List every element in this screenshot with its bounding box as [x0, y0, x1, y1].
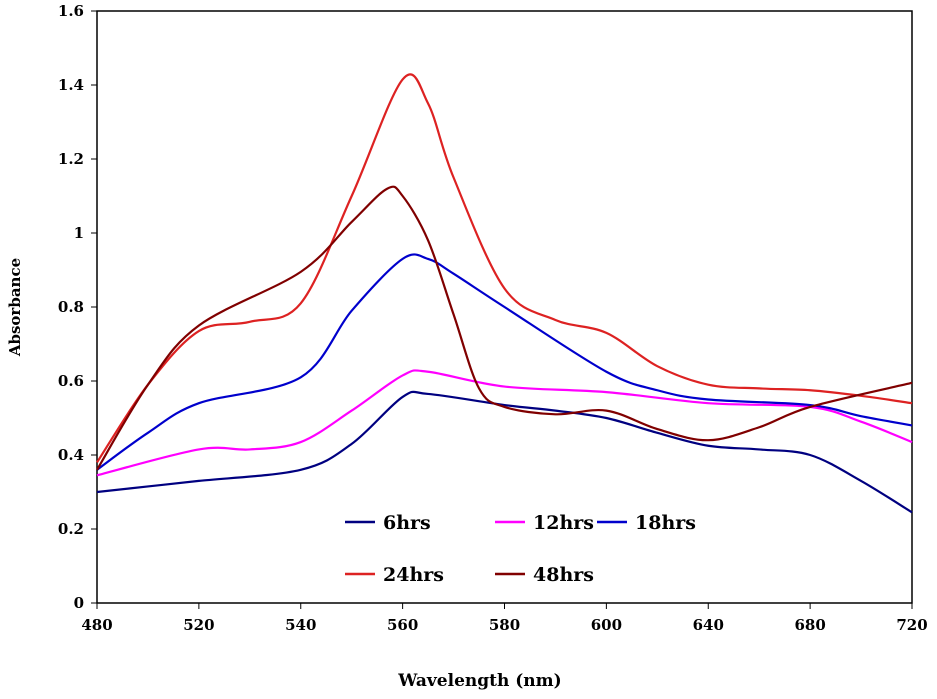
legend-label: 24hrs: [383, 564, 444, 586]
y-tick-label: 0: [74, 594, 84, 612]
y-axis-label: Absorbance: [6, 258, 24, 357]
y-tick-label: 0.4: [58, 446, 84, 464]
series-line-12hrs: [96, 369, 913, 477]
legend-label: 6hrs: [383, 512, 431, 534]
x-tick-label: 720: [896, 616, 927, 634]
x-tick-label: 680: [794, 616, 825, 634]
x-tick-label: 580: [489, 616, 520, 634]
x-tick-label: 600: [591, 616, 622, 634]
series-line-18hrs: [96, 253, 913, 471]
x-axis-label: Wavelength (nm): [397, 671, 561, 691]
legend-label: 12hrs: [533, 512, 594, 534]
x-tick-label: 480: [81, 616, 112, 634]
x-tick-label: 520: [183, 616, 214, 634]
series-line-48hrs: [96, 185, 913, 471]
x-tick-label: 540: [285, 616, 316, 634]
legend-label: 18hrs: [635, 512, 696, 534]
y-tick-label: 1.2: [58, 150, 84, 168]
y-tick-label: 0.8: [58, 298, 84, 316]
legend-label: 48hrs: [533, 564, 594, 586]
x-tick-label: 640: [693, 616, 724, 634]
y-tick-label: 0.2: [58, 520, 84, 538]
x-tick-label: 560: [387, 616, 418, 634]
y-tick-label: 0.6: [58, 372, 84, 390]
y-tick-label: 1.6: [58, 2, 84, 20]
series-line-24hrs: [96, 73, 913, 464]
y-tick-label: 1: [74, 224, 84, 242]
series-line-6hrs: [96, 390, 913, 514]
y-tick-label: 1.4: [58, 76, 84, 94]
